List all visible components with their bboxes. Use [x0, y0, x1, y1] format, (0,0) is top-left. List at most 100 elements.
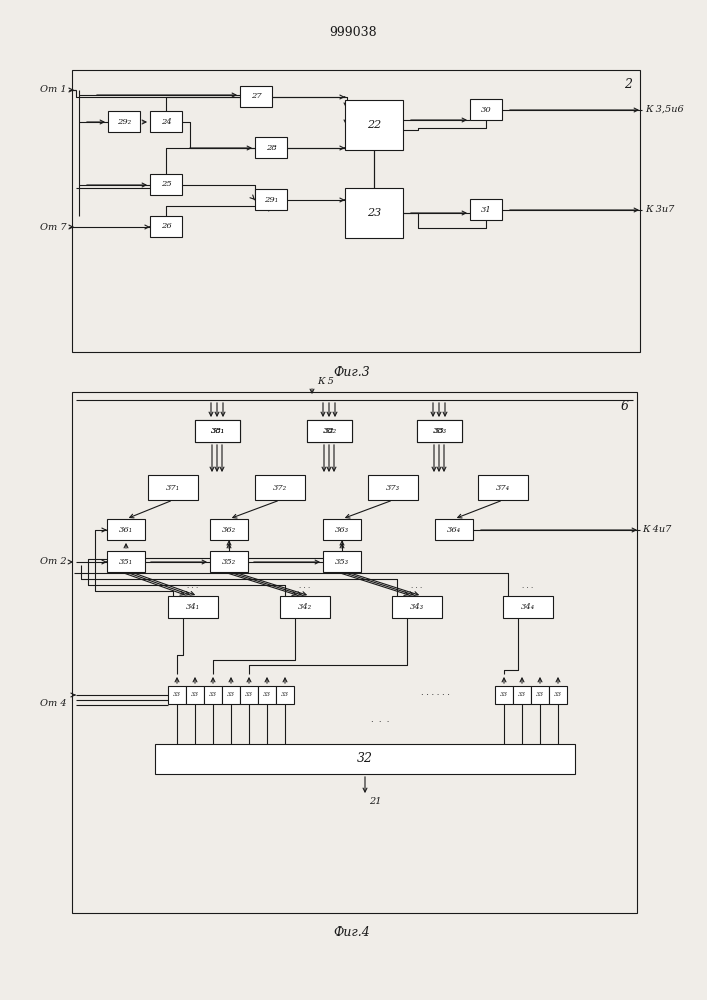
Bar: [240, 686, 258, 704]
Bar: [72, 70, 640, 352]
Text: 34₁: 34₁: [186, 603, 200, 611]
Bar: [513, 686, 531, 704]
Bar: [240, 86, 272, 107]
Text: 36₃: 36₃: [335, 526, 349, 534]
Bar: [210, 519, 248, 540]
Text: 37₃: 37₃: [386, 484, 400, 491]
Text: 29₁: 29₁: [264, 196, 278, 204]
Text: От 1: От 1: [40, 86, 67, 95]
Text: 33: 33: [281, 692, 289, 698]
Text: · · ·: · · ·: [299, 584, 310, 592]
Bar: [150, 111, 182, 132]
Bar: [168, 686, 186, 704]
Text: Фиг.3: Фиг.3: [334, 365, 370, 378]
Text: От 4: От 4: [40, 700, 67, 708]
Text: 36₂: 36₂: [222, 526, 236, 534]
Text: 33: 33: [263, 692, 271, 698]
Bar: [107, 551, 145, 572]
Text: 37₂: 37₂: [273, 484, 287, 491]
Bar: [255, 137, 287, 158]
Bar: [368, 475, 418, 500]
Text: 37₁: 37₁: [166, 484, 180, 491]
Text: 33: 33: [191, 692, 199, 698]
Text: 30: 30: [481, 105, 491, 113]
Text: 35₂: 35₂: [222, 558, 236, 566]
Text: 38₂: 38₂: [322, 427, 337, 435]
Text: 35₃: 35₃: [335, 558, 349, 566]
Bar: [186, 686, 204, 704]
Bar: [307, 420, 352, 442]
Text: · · ·: · · ·: [522, 584, 534, 592]
Text: 24: 24: [160, 117, 171, 125]
Bar: [255, 189, 287, 210]
Text: 23: 23: [367, 208, 381, 218]
Text: 26: 26: [160, 223, 171, 231]
Bar: [195, 420, 240, 442]
Text: 32: 32: [324, 427, 335, 435]
Text: · · · · · ·: · · · · · ·: [421, 691, 450, 699]
Text: 34₂: 34₂: [298, 603, 312, 611]
Text: 29₂: 29₂: [117, 117, 131, 125]
Bar: [323, 519, 361, 540]
Text: От 7: От 7: [40, 223, 67, 232]
Bar: [531, 686, 549, 704]
Text: 33: 33: [209, 692, 217, 698]
Text: ·  ·  ·: · · ·: [370, 718, 389, 726]
Bar: [155, 744, 575, 774]
Bar: [222, 686, 240, 704]
Text: 6: 6: [621, 399, 629, 412]
Text: 33: 33: [500, 692, 508, 698]
Bar: [503, 596, 553, 618]
Text: 33: 33: [173, 692, 181, 698]
Text: 32: 32: [357, 752, 373, 766]
Bar: [72, 392, 637, 913]
Text: 33: 33: [554, 692, 562, 698]
Text: От 2: От 2: [40, 558, 67, 566]
Text: 37₄: 37₄: [496, 484, 510, 491]
Text: 2: 2: [624, 78, 632, 91]
Text: · · ·: · · ·: [187, 584, 199, 592]
Bar: [549, 686, 567, 704]
Text: 33: 33: [518, 692, 526, 698]
Bar: [478, 475, 528, 500]
Bar: [168, 596, 218, 618]
Text: 25: 25: [160, 180, 171, 188]
Bar: [435, 519, 473, 540]
Text: К 3,5и6: К 3,5и6: [645, 104, 684, 113]
Text: 28: 28: [266, 143, 276, 151]
Text: 35₁: 35₁: [119, 558, 133, 566]
Bar: [323, 551, 361, 572]
Bar: [417, 420, 462, 442]
Text: · · ·: · · ·: [411, 584, 423, 592]
Bar: [148, 475, 198, 500]
Bar: [470, 199, 502, 220]
Text: 21: 21: [369, 798, 382, 806]
Text: К 5: К 5: [317, 377, 334, 386]
Bar: [150, 174, 182, 195]
Bar: [345, 100, 403, 150]
Bar: [108, 111, 140, 132]
Bar: [392, 596, 442, 618]
Bar: [417, 420, 462, 442]
Text: 31: 31: [481, 206, 491, 214]
Bar: [470, 99, 502, 120]
Text: Фиг.4: Фиг.4: [334, 926, 370, 940]
Text: 22: 22: [367, 120, 381, 130]
Bar: [258, 686, 276, 704]
Text: 27: 27: [250, 93, 262, 101]
Bar: [307, 420, 352, 442]
Bar: [276, 686, 294, 704]
Bar: [204, 686, 222, 704]
Text: 33: 33: [536, 692, 544, 698]
Text: 38₁: 38₁: [211, 427, 225, 435]
Text: 999038: 999038: [329, 25, 377, 38]
Text: 34₃: 34₃: [410, 603, 424, 611]
Text: 38₃: 38₃: [433, 427, 447, 435]
Bar: [150, 216, 182, 237]
Text: 34₄: 34₄: [521, 603, 535, 611]
Text: К 4и7: К 4и7: [642, 526, 672, 534]
Bar: [195, 420, 240, 442]
Bar: [210, 551, 248, 572]
Text: 38₁: 38₁: [211, 427, 225, 435]
Text: К 3и7: К 3и7: [645, 205, 674, 214]
